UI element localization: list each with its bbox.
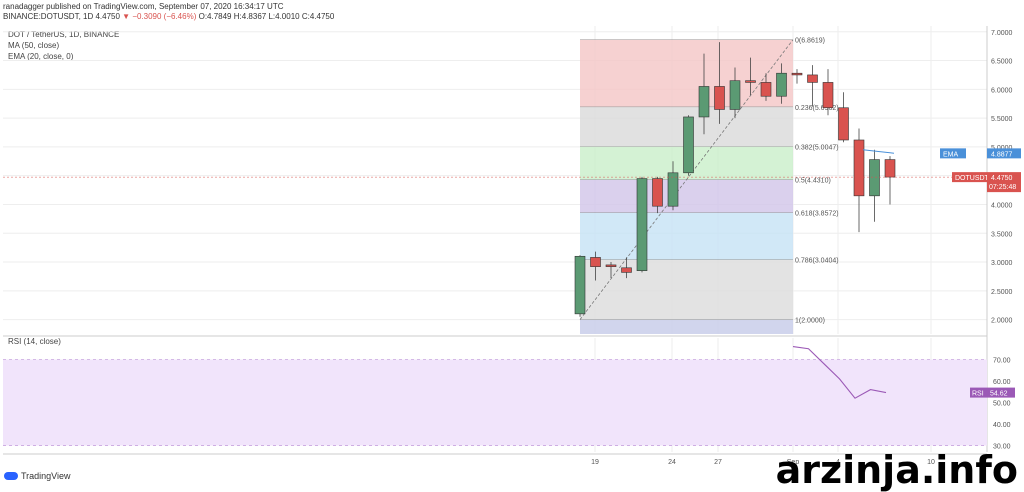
price-change: ▼ −0.3090 (−6.46%) xyxy=(122,12,197,21)
fib-level-label: 0.786(3.0404) xyxy=(795,258,839,265)
tradingview-cloud-icon xyxy=(4,472,18,480)
candle-body xyxy=(760,82,772,97)
ema-value-badge xyxy=(987,148,1021,159)
legend-ma[interactable]: MA (50, close) xyxy=(8,41,60,50)
main-legend: DOT / TetherUS, 1D, BINANCE MA (50, clos… xyxy=(8,29,119,62)
candle-body xyxy=(590,257,601,267)
close-value: C:4.4750 xyxy=(301,12,335,21)
candle-body xyxy=(776,72,787,97)
fib-zone xyxy=(580,212,793,260)
price-axis-label: 5.5000 xyxy=(991,116,1013,123)
rsi-tag-text: RSI xyxy=(972,391,984,398)
rsi-tag xyxy=(970,387,987,398)
fib-zone xyxy=(580,179,793,213)
time-axis-label: 4 xyxy=(836,459,840,466)
fib-level-label: 0.5(4.4310) xyxy=(795,178,831,185)
rsi-axis-label: 30.00 xyxy=(993,444,1011,451)
rsi-axis-label: 70.00 xyxy=(993,358,1011,365)
symbol-tag-text: DOTUSDT xyxy=(955,175,990,182)
candle-body xyxy=(869,159,880,197)
rsi-axis-label: 60.00 xyxy=(993,379,1011,386)
candle-body xyxy=(667,172,679,207)
candle-body xyxy=(822,82,834,109)
fib-level-label: 1(2.0000) xyxy=(795,318,825,325)
price-axis-label: 2.0000 xyxy=(991,318,1013,325)
price-axis-label: 3.0000 xyxy=(991,260,1013,267)
legend-ema[interactable]: EMA (20, close, 0) xyxy=(8,52,74,61)
price-axis-label: 4.0000 xyxy=(991,202,1013,209)
time-axis-label: Sep xyxy=(787,459,800,466)
candle-body xyxy=(714,86,725,110)
price-axis-label: 6.0000 xyxy=(991,87,1013,94)
watermark: arzinja.info xyxy=(775,448,1018,492)
price-axis-label: 6.5000 xyxy=(991,59,1013,66)
fib-zone xyxy=(580,259,793,320)
fib-level-label: 0.382(5.0047) xyxy=(795,145,839,152)
candle-body xyxy=(574,255,586,315)
candle-body xyxy=(853,139,865,197)
time-axis-label: 10 xyxy=(927,459,935,466)
ema-tag xyxy=(940,148,966,159)
last-price-text: 4.4750 xyxy=(991,175,1013,182)
candle-body xyxy=(838,107,849,141)
rsi-band xyxy=(3,359,987,446)
publish-info: ranadagger published on TradingView.com,… xyxy=(3,2,284,11)
candle-body xyxy=(729,80,741,110)
ema-line xyxy=(862,149,895,154)
candle-body xyxy=(745,80,756,83)
symbol-interval: BINANCE:DOTUSDT, 1D xyxy=(3,12,94,21)
price-axis-label: 2.5000 xyxy=(991,289,1013,296)
candle-body xyxy=(698,86,710,118)
candle-body xyxy=(884,159,896,178)
rsi-value-text: 54.62 xyxy=(990,391,1008,398)
candle-body xyxy=(683,116,694,174)
open-value: O:4.7849 xyxy=(198,12,232,21)
candle-body xyxy=(636,178,648,271)
countdown-text: 07:25:48 xyxy=(989,184,1016,191)
ema-value-text: 4.8877 xyxy=(991,151,1013,158)
time-axis-label: 24 xyxy=(668,459,676,466)
high-value: H:4.8367 xyxy=(233,12,267,21)
fib-zone xyxy=(580,319,793,334)
rsi-axis-label: 40.00 xyxy=(993,422,1011,429)
tradingview-logo[interactable]: TradingView xyxy=(4,471,71,481)
legend-title[interactable]: DOT / TetherUS, 1D, BINANCE xyxy=(8,30,120,39)
last-price-badge xyxy=(987,172,1021,193)
rsi-value-badge xyxy=(987,387,1015,398)
fib-zone xyxy=(580,39,793,107)
rsi-legend[interactable]: RSI (14, close) xyxy=(8,337,61,346)
fib-level-label: 0.236(5.6962) xyxy=(795,105,839,112)
low-value: L:4.0010 xyxy=(268,12,300,21)
ema-tag-text: EMA xyxy=(943,151,959,158)
candle-body xyxy=(807,74,818,83)
rsi-axis-label: 50.00 xyxy=(993,401,1011,408)
fib-level-label: 0(6.8619) xyxy=(795,38,825,45)
symbol-tag xyxy=(952,172,987,183)
candle-body xyxy=(652,178,663,207)
candle-body xyxy=(605,264,617,267)
time-axis-label: 19 xyxy=(591,459,599,466)
fib-trend-line xyxy=(579,39,794,320)
last-price: 4.4750 xyxy=(95,12,120,21)
rsi-line xyxy=(792,346,887,399)
time-axis-label: 27 xyxy=(714,459,722,466)
candle-body xyxy=(791,72,803,76)
price-axis-label: 3.5000 xyxy=(991,231,1013,238)
ohlc-line: BINANCE:DOTUSDT, 1D 4.4750 ▼ −0.3090 (−6… xyxy=(3,12,334,21)
price-axis-label: 7.0000 xyxy=(991,30,1013,37)
fib-level-label: 0.618(3.8572) xyxy=(795,211,839,218)
candle-body xyxy=(621,267,632,273)
brand-label: TradingView xyxy=(21,471,71,481)
